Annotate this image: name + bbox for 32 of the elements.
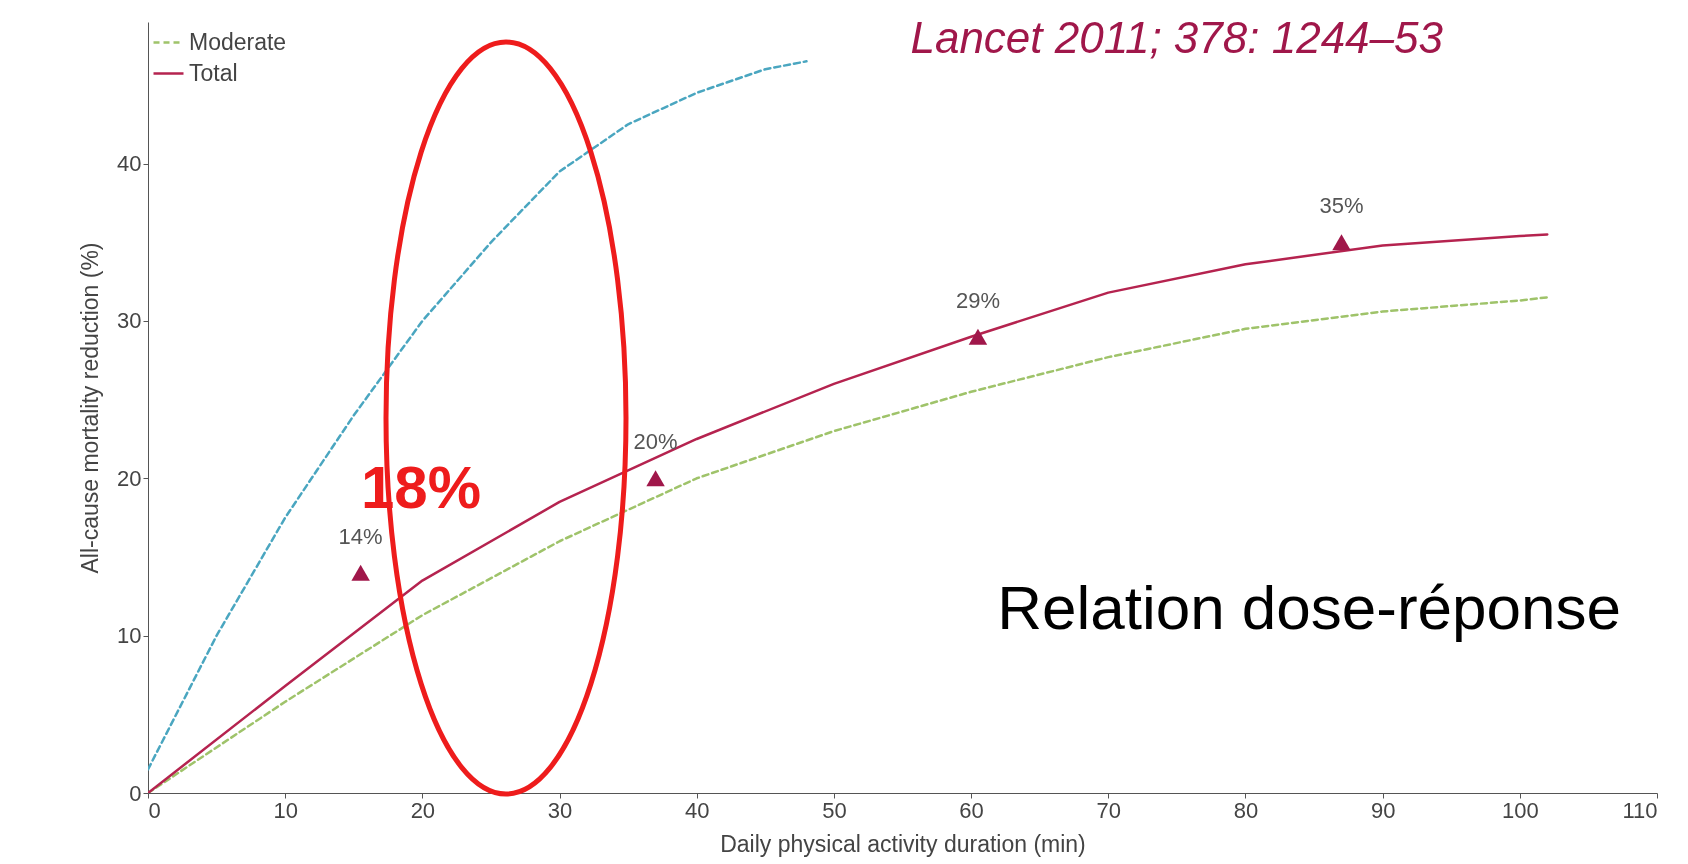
point: [351, 564, 370, 581]
data-label: 35%: [1319, 193, 1364, 219]
data-label: 14%: [338, 523, 383, 549]
annotation: Relation dose-réponse: [997, 573, 1621, 642]
line-series: [148, 60, 808, 771]
x-tick-label: 70: [1096, 797, 1122, 823]
y-axis-title: All-cause mortality reduction (%): [77, 242, 104, 574]
annotation: Lancet 2011; 378: 1244–53: [910, 13, 1444, 62]
x-tick-label: 90: [1370, 797, 1396, 823]
legend-label: Total: [189, 59, 238, 86]
x-tick-label: 50: [822, 797, 847, 823]
y-tick-label: 30: [117, 308, 142, 334]
point: [1332, 234, 1351, 251]
x-tick-label: 0: [148, 797, 161, 823]
legend-label: Moderate: [189, 28, 287, 55]
point: [968, 328, 988, 345]
y-tick-label: 10: [117, 623, 142, 649]
x-tick-label: 110: [1622, 797, 1658, 823]
y-tick-label: 20: [117, 465, 142, 491]
data-label: 20%: [633, 429, 678, 455]
x-tick-label: 80: [1233, 797, 1259, 823]
x-tick-label: 20: [410, 797, 436, 823]
x-axis-title: Daily physical activity duration (min): [720, 830, 1086, 857]
data-label: 29%: [955, 287, 1000, 313]
point: [646, 470, 665, 487]
x-tick-label: 30: [547, 797, 573, 823]
y-tick-label: 40: [117, 151, 142, 177]
y-tick-label: 0: [129, 780, 142, 806]
x-tick-label: 10: [273, 797, 298, 823]
x-tick-label: 40: [684, 797, 710, 823]
x-tick-label: 100: [1501, 797, 1539, 823]
x-tick-label: 60: [959, 797, 984, 823]
